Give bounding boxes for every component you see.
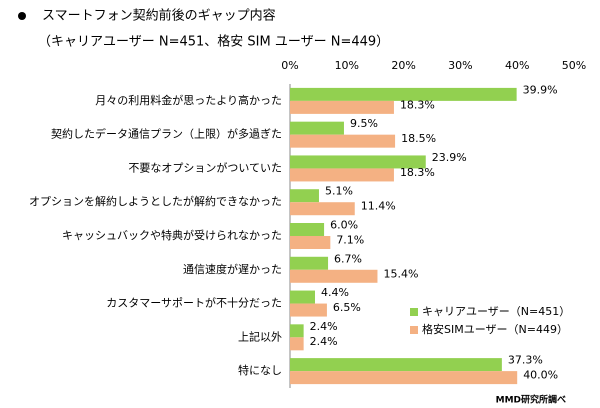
category-label: キャッシュバックや特典が受けられなかった [62,228,282,242]
value-label: 6.5% [333,301,361,314]
bar [290,269,378,283]
bar [290,236,331,249]
value-label: 15.4% [383,267,418,280]
value-label: 7.1% [336,234,364,247]
bar [290,256,329,270]
value-label: 40.0% [523,369,558,382]
bar [290,358,502,372]
value-label: 39.9% [523,83,558,96]
legend-label: キャリアユーザー（N=451） [422,305,570,318]
category-label: オプションを解約しようとしたが解約できなかった [29,194,282,208]
bar [290,303,327,317]
value-label: 5.1% [325,185,353,198]
value-label: 6.7% [334,252,362,265]
bar [290,189,319,203]
bar [290,121,344,135]
bar [290,87,517,101]
category-label: 通信速度が遅かった [183,262,282,276]
category-label: 上記以外 [238,329,282,343]
legend-box [404,302,564,340]
bar [290,337,304,351]
legend-label: 格安SIMユーザー（N=449） [422,322,568,336]
legend-swatch [410,308,418,316]
bar [290,134,396,148]
value-label: 11.4% [361,200,396,213]
legend-swatch [410,326,418,334]
value-label: 18.3% [400,98,435,111]
bar [290,202,355,216]
value-label: 9.5% [350,117,378,130]
bar [290,100,394,114]
bar [290,168,394,182]
value-label: 4.4% [321,286,349,299]
chart-title: スマートフォン契約前後のギャップ内容 [42,8,276,24]
bar [290,324,304,338]
bar [290,155,426,169]
bar [290,290,315,304]
title-bullet [18,12,26,20]
x-tick-label: 10% [335,59,359,72]
category-label: 特になし [238,363,282,377]
value-label: 18.5% [401,132,436,145]
bar [290,371,518,385]
x-tick-label: 0% [281,59,298,72]
x-tick-label: 40% [505,59,529,72]
value-label: 23.9% [432,151,467,164]
value-label: 18.3% [400,166,435,179]
value-label: 2.4% [310,320,338,333]
value-label: 37.3% [508,354,543,367]
x-tick-label: 20% [391,59,415,72]
value-label: 6.0% [330,219,358,232]
value-label: 2.4% [310,335,338,348]
chart-subtitle: （キャリアユーザー N=451、格安 SIM ユーザー N=449） [38,34,389,50]
category-label: カスタマーサポートが不十分だった [106,296,282,310]
category-label: 契約したデータ通信プラン（上限）が多過ぎた [51,127,282,141]
bar [290,223,325,236]
x-tick-label: 50% [562,59,586,72]
category-label: 月々の利用料金が思ったより高かった [95,93,282,107]
source: MMD研究所調べ [496,394,566,406]
x-tick-label: 30% [448,59,472,72]
category-label: 不要なオプションがついていた [128,160,282,174]
